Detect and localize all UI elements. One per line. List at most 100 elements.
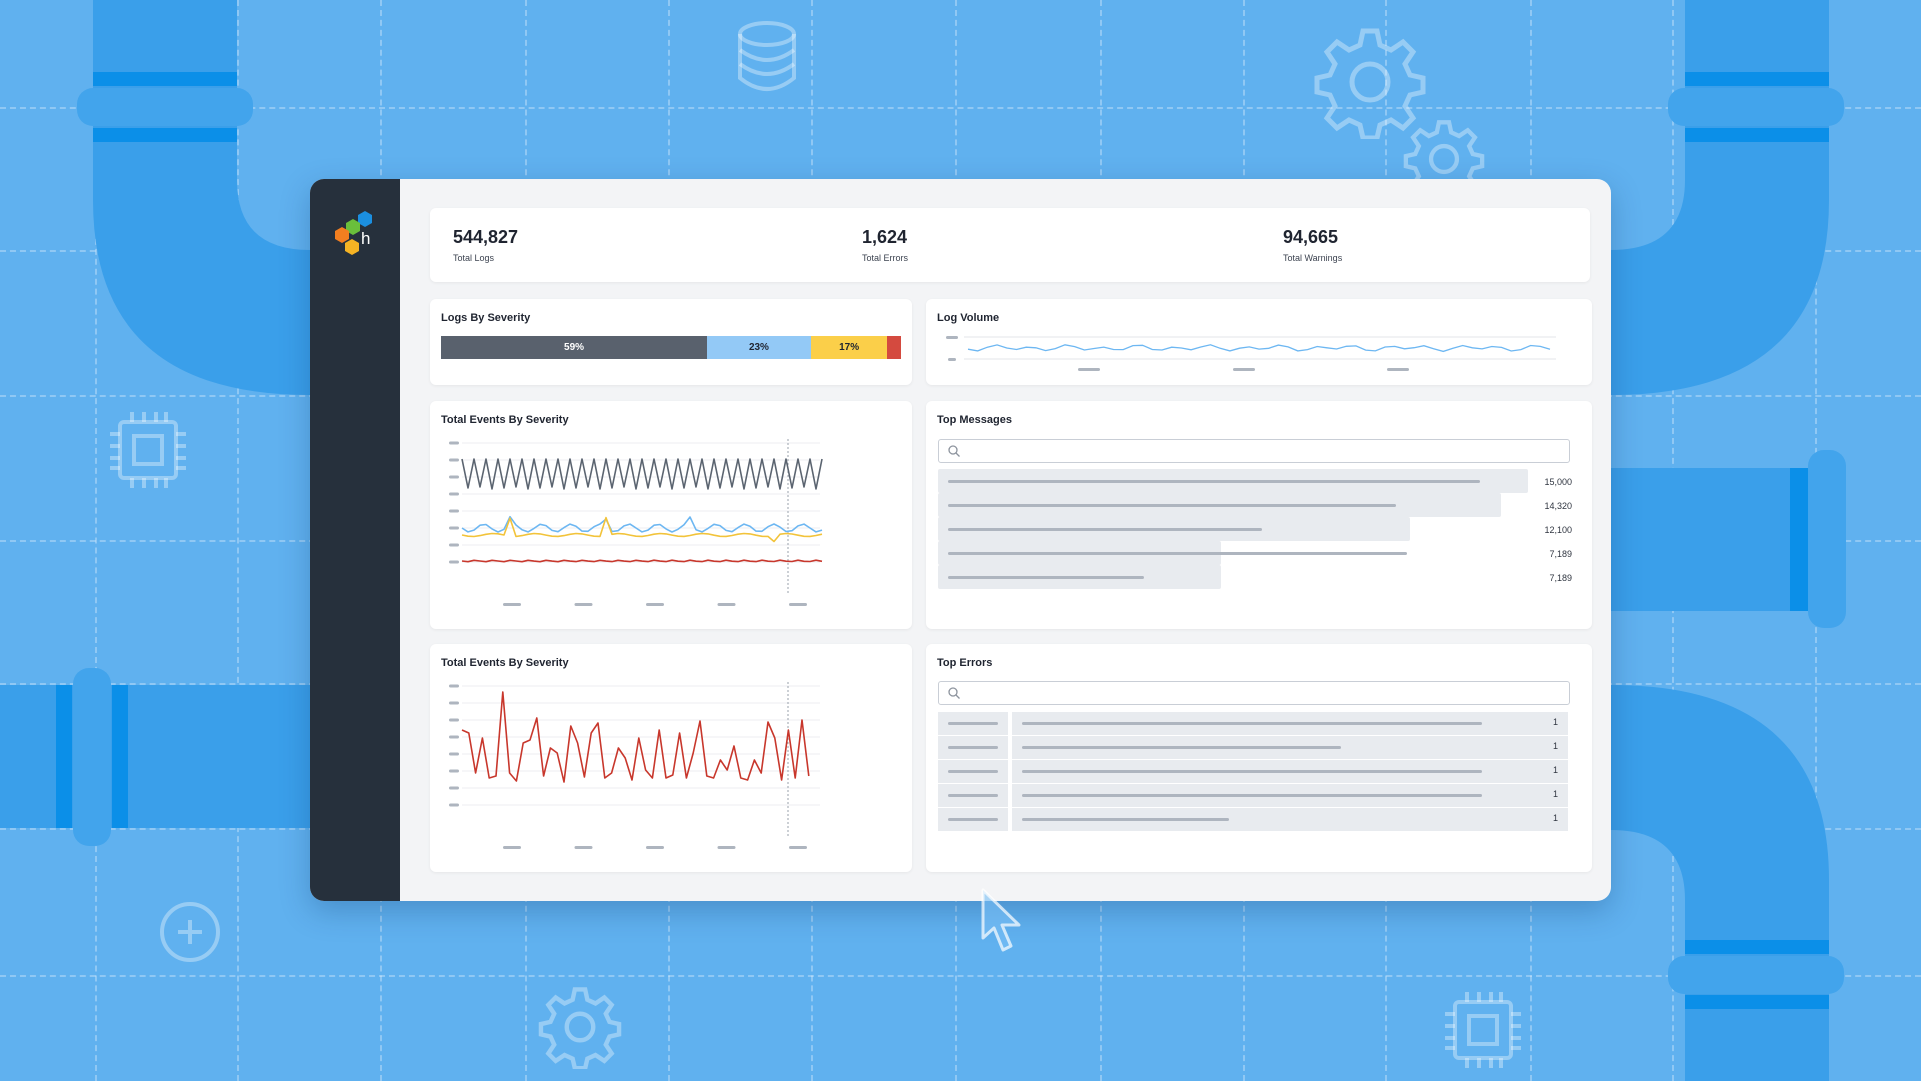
stats-card: 544,827 Total Logs 1,624 Total Errors 94…	[430, 208, 1590, 282]
x-tick-mark	[717, 846, 736, 849]
message-count: 12,100	[1544, 525, 1572, 535]
plus-circle-icon	[158, 900, 222, 969]
log-volume-title: Log Volume	[937, 312, 1000, 324]
top-error-row[interactable]: 1	[938, 808, 1568, 831]
y-tick-mark	[449, 769, 459, 773]
y-tick-mark	[449, 441, 459, 445]
top-message-row[interactable]	[938, 565, 1222, 589]
x-tick-mark	[503, 846, 521, 849]
events-chart-1[interactable]	[440, 435, 906, 621]
error-message-cell: 1	[1012, 784, 1568, 807]
series-gray	[461, 458, 823, 490]
x-tick-mark	[503, 603, 521, 606]
events-chart-2[interactable]	[440, 678, 906, 864]
top-error-row[interactable]: 1	[938, 736, 1568, 759]
severity-segment[interactable]: 23%	[707, 336, 811, 359]
message-text-placeholder	[948, 480, 1480, 483]
x-tick-mark	[789, 846, 807, 849]
y-tick-mark	[449, 560, 459, 564]
series-yellow	[461, 516, 823, 543]
y-tick-mark	[449, 492, 459, 496]
y-tick-mark	[449, 752, 459, 756]
x-tick-mark	[717, 603, 736, 606]
error-message-cell: 1	[1012, 760, 1568, 783]
error-message-cell: 1	[1012, 808, 1568, 831]
top-message-row[interactable]	[938, 493, 1502, 517]
stat-total-logs-value: 544,827	[453, 227, 519, 247]
x-tick-mark	[646, 603, 664, 606]
y-tick-mark	[449, 803, 459, 807]
error-source-placeholder	[948, 746, 998, 749]
error-message-placeholder	[1022, 794, 1483, 797]
top-errors-card: Top Errors 1 1 1 1 1	[926, 644, 1592, 872]
series-red	[461, 691, 810, 783]
top-message-row[interactable]	[938, 517, 1410, 541]
y-tick-mark	[449, 458, 459, 462]
severity-segment[interactable]: 59%	[441, 336, 708, 359]
database-icon	[735, 20, 799, 97]
events-chart-2-title: Total Events By Severity	[441, 657, 569, 669]
error-source-cell	[938, 760, 1008, 783]
x-tick-mark	[789, 603, 807, 606]
top-message-row[interactable]	[938, 541, 1408, 565]
y-tick-mark	[449, 684, 459, 688]
error-message-cell: 1	[1012, 736, 1568, 759]
top-error-row[interactable]: 1	[938, 784, 1568, 807]
gear-icon	[538, 985, 622, 1074]
top-errors-search-input[interactable]	[938, 681, 1570, 705]
logs-by-severity-card: Logs By Severity 59% 23% 17%	[430, 299, 912, 385]
error-count: 1	[1552, 789, 1558, 799]
top-messages-card: Top Messages 15,000 14,320 12,100 7,189 7,18…	[926, 401, 1592, 629]
top-messages-title: Top Messages	[937, 414, 1012, 426]
top-messages-search-input[interactable]	[938, 439, 1570, 463]
message-count: 15,000	[1544, 477, 1572, 487]
cursor-icon	[979, 886, 1025, 961]
y-tick-mark	[449, 543, 459, 547]
error-source-placeholder	[948, 722, 998, 725]
error-message-placeholder	[1022, 746, 1341, 749]
error-count: 1	[1552, 741, 1558, 751]
y-tick-mark	[449, 718, 459, 722]
error-message-placeholder	[1022, 722, 1483, 725]
logo-icon[interactable]: h	[330, 209, 380, 259]
severity-segment[interactable]: 17%	[810, 336, 888, 359]
log-volume-chart[interactable]	[936, 333, 1576, 377]
chip-icon	[1443, 990, 1523, 1075]
error-count: 1	[1552, 717, 1558, 727]
error-source-placeholder	[948, 794, 998, 797]
error-source-cell	[938, 712, 1008, 735]
message-count: 7,189	[1549, 549, 1572, 559]
stat-total-errors-label: Total Errors	[862, 253, 909, 263]
y-tick-mark	[449, 786, 459, 790]
severity-bar[interactable]: 59% 23% 17%	[441, 336, 901, 359]
logs-by-severity-title: Logs By Severity	[441, 312, 531, 324]
error-count: 1	[1552, 765, 1558, 775]
chip-icon	[108, 410, 188, 495]
series-red	[461, 559, 823, 563]
error-count: 1	[1552, 813, 1558, 823]
y-tick-mark	[449, 509, 459, 513]
error-source-cell	[938, 784, 1008, 807]
message-text-placeholder	[948, 504, 1396, 507]
events-chart-1-axes	[449, 439, 820, 606]
log-volume-series	[967, 344, 1551, 353]
top-message-row[interactable]	[938, 469, 1528, 493]
error-source-cell	[938, 808, 1008, 831]
message-text-placeholder	[948, 552, 1408, 555]
events-chart-1-title: Total Events By Severity	[441, 414, 569, 426]
top-error-row[interactable]: 1	[938, 712, 1568, 735]
sidebar: h	[310, 179, 400, 901]
top-error-row[interactable]: 1	[938, 760, 1568, 783]
x-tick-mark	[574, 603, 593, 606]
severity-segment[interactable]	[887, 336, 901, 359]
error-source-placeholder	[948, 770, 998, 773]
y-tick-mark	[449, 735, 459, 739]
message-text-placeholder	[948, 528, 1262, 531]
log-volume-card: Log Volume	[926, 299, 1592, 385]
message-text-placeholder	[948, 576, 1144, 579]
stat-total-warnings-label: Total Warnings	[1283, 253, 1343, 263]
svg-text:h: h	[361, 229, 370, 248]
y-tick-mark	[449, 701, 459, 705]
y-tick-mark	[449, 475, 459, 479]
error-source-placeholder	[948, 818, 998, 821]
